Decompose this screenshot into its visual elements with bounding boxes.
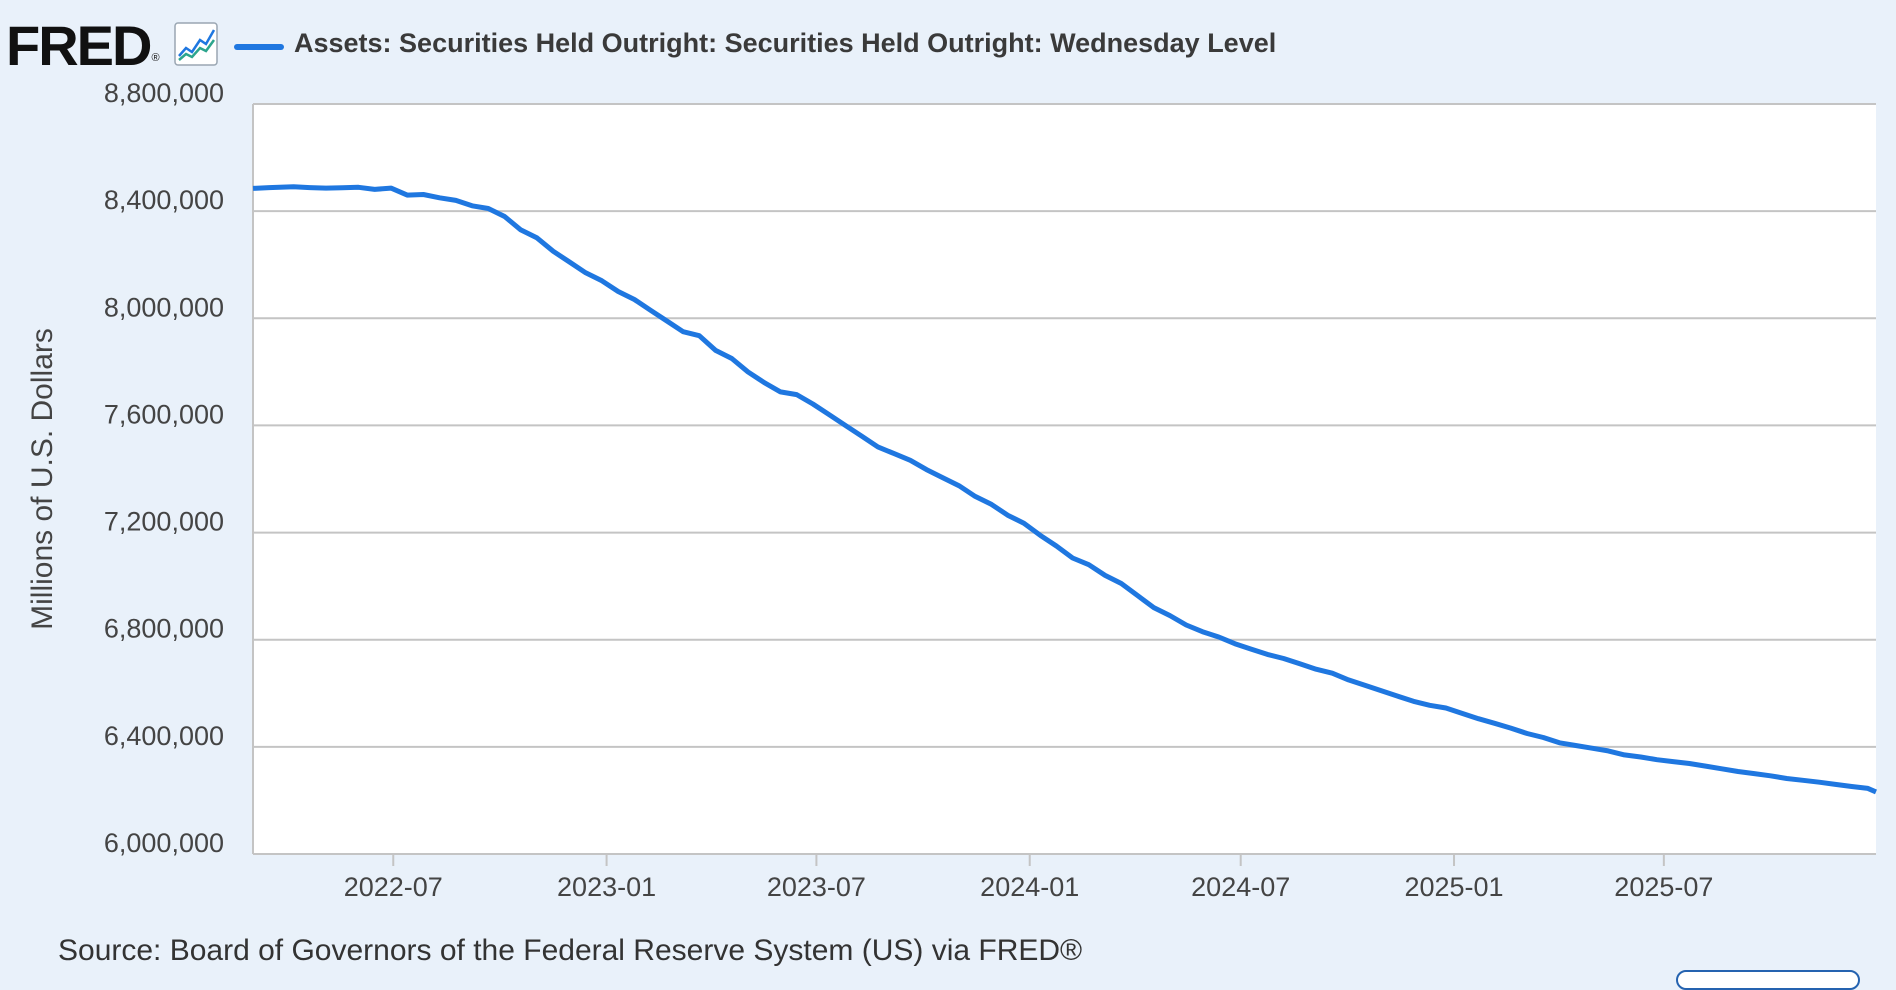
registered-mark: ®	[151, 52, 160, 64]
y-tick-label: 6,000,000	[104, 828, 224, 858]
legend-swatch	[234, 44, 284, 50]
x-tick-label: 2025-01	[1404, 872, 1503, 902]
y-tick-label: 7,200,000	[104, 507, 224, 537]
x-tick-label: 2025-07	[1614, 872, 1713, 902]
series-line[interactable]	[252, 184, 1877, 795]
y-tick-label: 8,400,000	[104, 185, 224, 215]
fred-logo[interactable]: FRED®	[6, 14, 160, 92]
x-tick-label: 2024-01	[980, 872, 1079, 902]
line-chart: 6,000,000 6,400,000 6,800,000 7,200,000 7,60…	[26, 78, 1877, 902]
legend-label: Assets: Securities Held Outright: Securi…	[294, 28, 1277, 58]
y-axis-ticks: 6,000,000 6,400,000 6,800,000 7,200,000 7,60…	[104, 78, 224, 858]
y-tick-label: 8,000,000	[104, 292, 224, 322]
y-tick-label: 6,400,000	[104, 721, 224, 751]
x-tick-label: 2024-07	[1191, 872, 1290, 902]
gridlines	[253, 103, 1876, 855]
y-tick-label: 8,800,000	[104, 78, 224, 108]
source-text: Source: Board of Governors of the Federa…	[58, 934, 1083, 967]
corner-button[interactable]	[1676, 970, 1860, 990]
line-graph-icon	[174, 22, 218, 66]
x-tick-label: 2023-01	[557, 872, 656, 902]
chart-header: FRED® Assets: Securities Held Outright: …	[0, 0, 1896, 90]
plot-area	[253, 104, 1876, 854]
x-tick-label: 2022-07	[344, 872, 443, 902]
x-tick-label: 2023-07	[767, 872, 866, 902]
y-tick-label: 7,600,000	[104, 399, 224, 429]
y-axis-title: Millions of U.S. Dollars	[26, 328, 59, 630]
x-axis-ticks: 2022-07 2023-01 2023-07 2024-01 2024-07 2025-…	[344, 854, 1713, 902]
y-tick-label: 6,800,000	[104, 614, 224, 644]
fred-logo-text: FRED	[6, 14, 152, 77]
